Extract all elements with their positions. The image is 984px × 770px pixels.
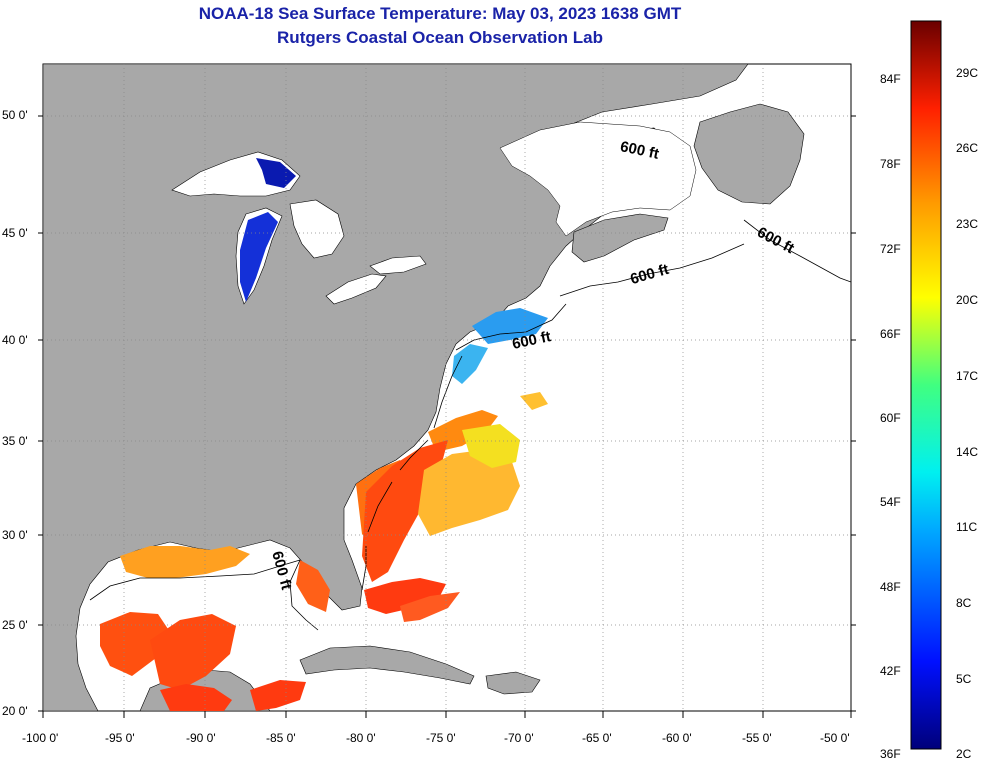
map-title: NOAA-18 Sea Surface Temperature: May 03,… bbox=[198, 4, 682, 23]
lat-label: 45 0' bbox=[2, 226, 28, 240]
colorbar-c-label: 5C bbox=[956, 672, 972, 686]
sst-gulf-central bbox=[150, 614, 236, 690]
lat-label: 20 0' bbox=[2, 704, 28, 718]
lat-label: 50 0' bbox=[2, 108, 28, 122]
st-lawrence-water bbox=[499, 121, 697, 237]
lon-label: -65 0' bbox=[582, 731, 612, 745]
sst-bahamas bbox=[400, 592, 460, 622]
sst-gulf-north bbox=[120, 546, 250, 578]
colorbar-f-label: 42F bbox=[880, 664, 901, 678]
sst-caribbean bbox=[250, 680, 306, 711]
colorbar-f-label: 66F bbox=[880, 327, 901, 341]
lon-label: -75 0' bbox=[426, 731, 456, 745]
colorbar-f-label: 72F bbox=[880, 242, 901, 256]
colorbar bbox=[910, 20, 942, 750]
sst-offshore-warm bbox=[418, 450, 520, 536]
sst-florida-keys bbox=[364, 578, 446, 614]
sst-gulf-south bbox=[160, 684, 232, 711]
sst-mid-atlantic-shelf bbox=[452, 344, 488, 384]
colorbar-c-label: 29C bbox=[956, 66, 979, 80]
lon-label: -95 0' bbox=[105, 731, 135, 745]
colorbar-f-label: 54F bbox=[880, 495, 901, 509]
sst-sargasso-yellow bbox=[462, 424, 520, 468]
axis-ticks bbox=[38, 115, 856, 718]
lon-label: -100 0' bbox=[22, 731, 59, 745]
lake-ontario bbox=[369, 255, 427, 275]
lat-label: 35 0' bbox=[2, 434, 28, 448]
sst-west-florida bbox=[296, 560, 330, 612]
sst-data bbox=[100, 158, 548, 711]
lon-label: -80 0' bbox=[346, 731, 376, 745]
colorbar-c-label: 26C bbox=[956, 141, 979, 155]
nova-scotia-land bbox=[571, 213, 669, 263]
hispaniola-land bbox=[485, 671, 541, 695]
colorbar-f-label: 48F bbox=[880, 580, 901, 594]
colorbar-f-label: 36F bbox=[880, 747, 901, 761]
lake-huron bbox=[289, 199, 345, 259]
sst-lake-michigan bbox=[240, 212, 278, 302]
colorbar-c-label: 14C bbox=[956, 445, 979, 459]
colorbar-f-label: 60F bbox=[880, 411, 901, 425]
lat-label: 40 0' bbox=[2, 333, 28, 347]
lon-label: -85 0' bbox=[266, 731, 296, 745]
colorbar-c-label: 20C bbox=[956, 293, 979, 307]
lon-label: -50 0' bbox=[820, 731, 850, 745]
lon-label: -60 0' bbox=[662, 731, 692, 745]
lake-erie bbox=[325, 273, 387, 305]
colorbar-c-label: 11C bbox=[956, 520, 978, 534]
sst-gulf-of-maine bbox=[472, 308, 548, 344]
newfoundland-land bbox=[693, 103, 805, 205]
lon-label: -55 0' bbox=[742, 731, 772, 745]
sst-bermuda-warm bbox=[520, 392, 548, 410]
colorbar-c-label: 17C bbox=[956, 369, 979, 383]
colorbar-c-label: 23C bbox=[956, 217, 979, 231]
graticule bbox=[43, 64, 851, 711]
lon-label: -70 0' bbox=[504, 731, 534, 745]
lon-label: -90 0' bbox=[186, 731, 216, 745]
colorbar-c-label: 2C bbox=[956, 747, 972, 761]
map-subtitle: Rutgers Coastal Ocean Observation Lab bbox=[277, 28, 603, 47]
cuba-land bbox=[299, 645, 475, 685]
colorbar-f-label: 78F bbox=[880, 157, 901, 171]
colorbar-c-label: 8C bbox=[956, 596, 972, 610]
lat-label: 30 0' bbox=[2, 528, 28, 542]
colorbar-f-label: 84F bbox=[880, 72, 901, 86]
sst-gulf-west bbox=[100, 612, 170, 676]
lat-label: 25 0' bbox=[2, 618, 28, 632]
